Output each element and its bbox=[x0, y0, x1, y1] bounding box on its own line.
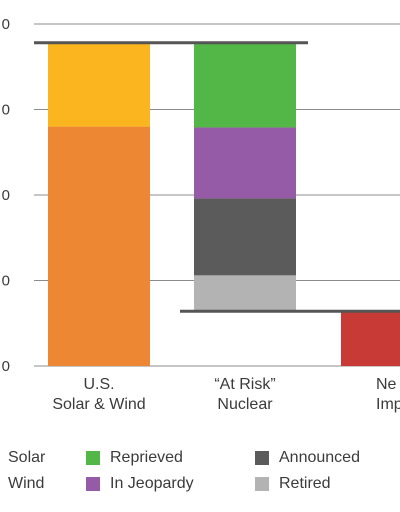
legend-label: Solar bbox=[8, 449, 46, 466]
y-tick-label: 0 bbox=[2, 16, 10, 33]
legend-swatch bbox=[86, 477, 100, 491]
legend-swatch bbox=[86, 451, 100, 465]
legend-label: Retired bbox=[279, 475, 331, 492]
legend-item-solar: Solar bbox=[8, 449, 45, 467]
legend-swatch bbox=[255, 477, 269, 491]
x-category-label: U.S. Solar & Wind bbox=[39, 375, 159, 415]
legend-label: Wind bbox=[8, 475, 45, 492]
bar-segment-impact bbox=[341, 311, 400, 366]
y-tick-label: 0 bbox=[2, 273, 10, 290]
x-category-label-line: Ne bbox=[376, 376, 397, 393]
y-tick-label: 0 bbox=[2, 358, 10, 375]
legend-label: Announced bbox=[279, 449, 360, 466]
bar-segment-solar bbox=[48, 42, 150, 127]
bar-segment-retired bbox=[194, 275, 296, 312]
legend-item-in-jeopardy: In Jeopardy bbox=[86, 475, 194, 493]
x-category-label-line: U.S. bbox=[83, 376, 115, 393]
legend-item-announced: Announced bbox=[255, 449, 360, 467]
x-category-label-line: Impa bbox=[376, 396, 400, 413]
legend-swatch bbox=[255, 451, 269, 465]
x-category-label: “At Risk” Nuclear bbox=[185, 375, 305, 415]
x-category-label-line: “At Risk” bbox=[214, 376, 276, 393]
x-category-label-line: Nuclear bbox=[217, 396, 273, 413]
bar-segment-announced bbox=[194, 198, 296, 276]
y-tick-label: 0 bbox=[2, 102, 10, 119]
y-tick-label: 0 bbox=[2, 187, 10, 204]
legend-item-reprieved: Reprieved bbox=[86, 449, 183, 467]
legend-label: In Jeopardy bbox=[110, 475, 194, 492]
legend-item-retired: Retired bbox=[255, 475, 331, 493]
legend-item-wind: Wind bbox=[8, 475, 44, 493]
bar-segment-in-jeopardy bbox=[194, 127, 296, 199]
x-category-label: Ne Impa bbox=[376, 375, 400, 415]
x-category-label-line: Solar & Wind bbox=[52, 396, 146, 413]
legend-label: Reprieved bbox=[110, 449, 183, 466]
bar-segment-reprieved bbox=[194, 43, 296, 128]
bar-segment-wind bbox=[48, 126, 150, 366]
